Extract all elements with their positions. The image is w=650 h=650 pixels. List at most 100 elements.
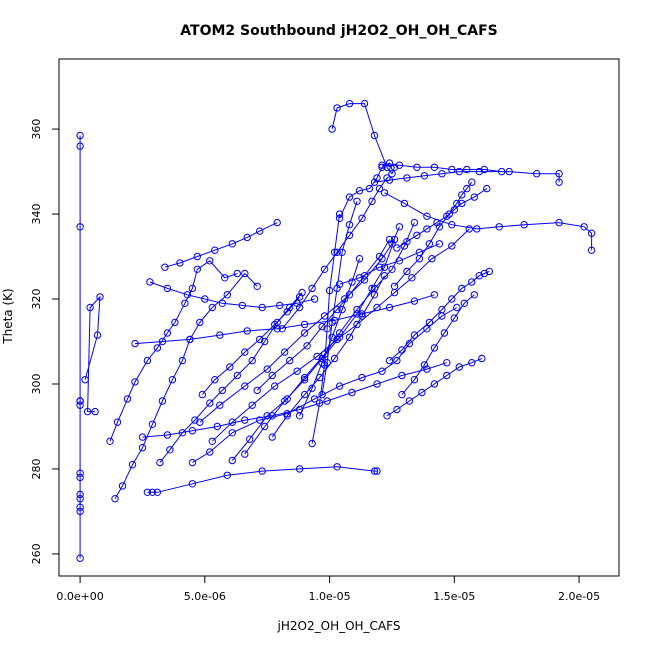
data-point [93, 331, 102, 339]
data-point [188, 284, 197, 293]
data-series-27 [138, 359, 451, 441]
data-point [408, 274, 416, 282]
series-line [231, 222, 415, 461]
data-point [315, 399, 324, 407]
data-point [211, 376, 219, 384]
data-point [300, 373, 309, 382]
data-point [128, 461, 137, 469]
data-point [325, 286, 334, 295]
data-point [158, 337, 167, 346]
data-point [358, 373, 366, 382]
data-point [76, 554, 84, 562]
series-line [149, 281, 315, 309]
data-point [276, 301, 284, 310]
data-point [188, 458, 197, 467]
data-point [390, 282, 399, 290]
x-axis-label: jH2O2_OH_OH_CAFS [277, 619, 401, 633]
data-series-30 [161, 218, 281, 271]
data-point [261, 337, 269, 346]
data-point [335, 214, 344, 223]
data-point [378, 161, 386, 169]
data-point [193, 265, 202, 273]
data-series-28 [131, 291, 439, 348]
data-point [368, 284, 376, 293]
data-point [415, 248, 424, 257]
data-point [375, 184, 384, 193]
data-point [300, 376, 309, 384]
data-point [206, 399, 214, 407]
data-point [198, 390, 207, 399]
data-point [96, 293, 104, 301]
data-point [443, 359, 451, 367]
data-point [335, 280, 344, 288]
data-point [323, 397, 331, 405]
data-point [410, 376, 419, 384]
data-point [76, 473, 84, 482]
data-point [398, 390, 406, 399]
data-point [393, 244, 401, 252]
data-point [375, 252, 384, 261]
data-point [223, 291, 232, 299]
data-point [450, 206, 458, 214]
data-point [233, 371, 242, 380]
data-point [480, 269, 488, 278]
series-line [299, 258, 360, 417]
data-point [345, 291, 354, 299]
data-point [323, 325, 331, 333]
data-point [495, 223, 503, 231]
data-point [380, 263, 389, 271]
data-point [453, 303, 461, 312]
data-point [228, 456, 237, 465]
data-point [430, 344, 439, 352]
data-point [373, 174, 381, 182]
data-point [335, 333, 344, 341]
data-point [216, 401, 224, 409]
data-point [380, 189, 389, 197]
data-point [395, 257, 404, 265]
data-point [76, 507, 84, 516]
data-point [468, 359, 476, 367]
data-point [393, 356, 401, 365]
data-point [196, 318, 204, 327]
data-point [448, 221, 456, 229]
data-point [271, 382, 279, 390]
data-point [360, 272, 369, 280]
data-point [156, 458, 164, 467]
data-point [375, 263, 384, 271]
data-point [186, 335, 194, 344]
data-point [425, 318, 434, 327]
data-point [435, 240, 444, 248]
data-point [248, 356, 256, 365]
data-point [383, 412, 391, 420]
data-series-8 [196, 223, 404, 426]
data-point [475, 272, 483, 280]
data-point [248, 401, 256, 409]
data-point [196, 418, 204, 426]
data-point [163, 431, 172, 439]
data-point [385, 235, 394, 244]
data-point [425, 240, 434, 248]
data-point [221, 274, 229, 282]
data-point [148, 420, 157, 428]
data-point [146, 278, 154, 286]
data-point [208, 303, 217, 312]
data-point [358, 214, 366, 223]
data-point [445, 210, 453, 218]
data-point [433, 218, 441, 227]
data-point [241, 348, 249, 356]
data-point [440, 329, 449, 337]
data-point [123, 395, 132, 403]
data-point [178, 356, 187, 365]
data-point [368, 197, 376, 206]
data-point [241, 450, 249, 458]
data-point [465, 225, 473, 233]
data-point [383, 163, 391, 172]
data-point [403, 267, 411, 276]
data-point [313, 352, 321, 361]
data-point [393, 405, 401, 414]
data-point [168, 376, 177, 384]
data-point [201, 295, 209, 303]
data-point [300, 390, 309, 399]
data-point [458, 199, 466, 208]
data-point [358, 312, 366, 320]
